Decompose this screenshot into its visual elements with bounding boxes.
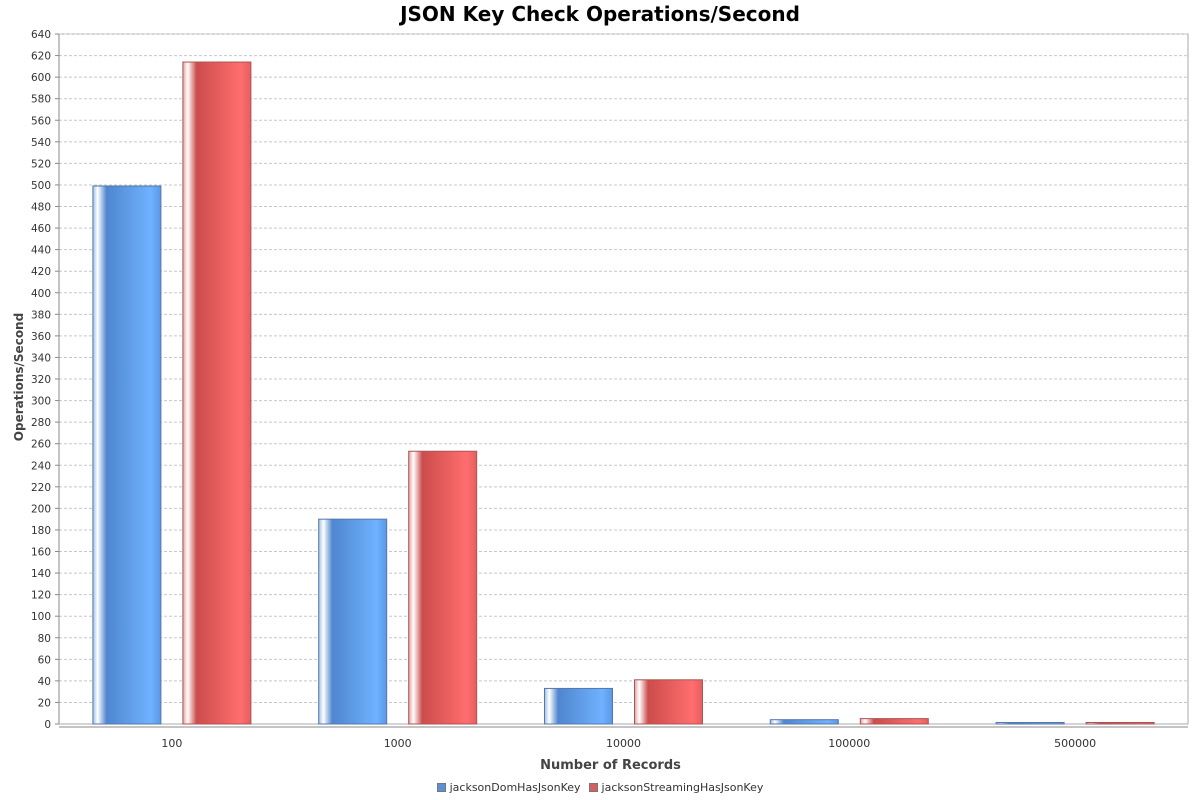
chart-title: JSON Key Check Operations/Second xyxy=(400,2,800,26)
y-tick-label: 20 xyxy=(38,697,51,709)
y-tick-label: 440 xyxy=(31,245,51,257)
x-tick-label: 10000 xyxy=(606,737,641,750)
bar-jacksonStreamingHasJsonKey-1000 xyxy=(408,450,478,725)
x-tick-label: 500000 xyxy=(1054,737,1096,750)
legend-swatch-streaming xyxy=(588,783,598,792)
x-tick-label: 100000 xyxy=(828,737,870,750)
bar-jacksonStreamingHasJsonKey-10000 xyxy=(634,679,703,725)
y-tick-label: 580 xyxy=(31,94,51,106)
y-tick-label: 140 xyxy=(31,568,51,580)
y-tick-label: 380 xyxy=(31,309,51,321)
y-tick-label: 340 xyxy=(31,352,51,364)
y-tick-label: 360 xyxy=(31,331,51,343)
y-tick-label: 560 xyxy=(31,115,51,127)
y-tick-label: 120 xyxy=(31,590,51,602)
bar-jacksonDomHasJsonKey-1000 xyxy=(318,518,388,725)
bar-jacksonStreamingHasJsonKey-100 xyxy=(182,61,252,725)
y-tick-label: 460 xyxy=(31,223,51,235)
y-tick-label: 620 xyxy=(31,51,51,63)
y-tick-label: 320 xyxy=(31,374,51,386)
y-tick-label: 600 xyxy=(31,72,51,84)
legend-item-streaming: jacksonStreamingHasJsonKey xyxy=(588,781,764,794)
y-tick-label: 400 xyxy=(31,288,51,300)
bar-jacksonDomHasJsonKey-500000 xyxy=(995,722,1065,725)
y-tick-label: 280 xyxy=(31,417,51,429)
y-tick-label: 520 xyxy=(31,158,51,170)
y-tick-label: 100 xyxy=(31,611,51,623)
y-tick-label: 0 xyxy=(44,719,51,731)
legend-swatch-dom xyxy=(436,783,446,792)
legend-label-dom: jacksonDomHasJsonKey xyxy=(449,781,581,794)
x-tick-label: 1000 xyxy=(384,737,412,750)
y-tick-label: 240 xyxy=(31,460,51,472)
y-axis-title: Operations/Second xyxy=(12,313,26,441)
y-tick-label: 160 xyxy=(31,547,51,559)
y-tick-label: 180 xyxy=(31,525,51,537)
y-tick-label: 80 xyxy=(38,633,51,645)
bar-jacksonStreamingHasJsonKey-500000 xyxy=(1085,722,1155,725)
y-tick-label: 420 xyxy=(31,266,51,278)
bar-jacksonDomHasJsonKey-100 xyxy=(92,185,162,725)
bar-jacksonStreamingHasJsonKey-100000 xyxy=(859,718,929,725)
y-tick-label: 540 xyxy=(31,137,51,149)
y-tick-label: 300 xyxy=(31,396,51,408)
bar-jacksonDomHasJsonKey-100000 xyxy=(769,719,839,725)
x-tick-label: 100 xyxy=(161,737,182,750)
y-tick-label: 220 xyxy=(31,482,51,494)
y-tick-label: 480 xyxy=(31,202,51,214)
y-tick-label: 40 xyxy=(38,676,51,688)
legend-label-streaming: jacksonStreamingHasJsonKey xyxy=(601,781,764,794)
y-tick-label: 640 xyxy=(31,29,51,41)
y-tick-label: 60 xyxy=(38,654,51,666)
x-axis-title: Number of Records xyxy=(540,758,681,773)
legend: jacksonDomHasJsonKey jacksonStreamingHas… xyxy=(0,781,1200,794)
y-tick-label: 500 xyxy=(31,180,51,192)
y-tick-label: 260 xyxy=(31,439,51,451)
bar-jacksonDomHasJsonKey-10000 xyxy=(544,687,613,725)
y-tick-label: 200 xyxy=(31,503,51,515)
legend-item-dom: jacksonDomHasJsonKey xyxy=(436,781,581,794)
